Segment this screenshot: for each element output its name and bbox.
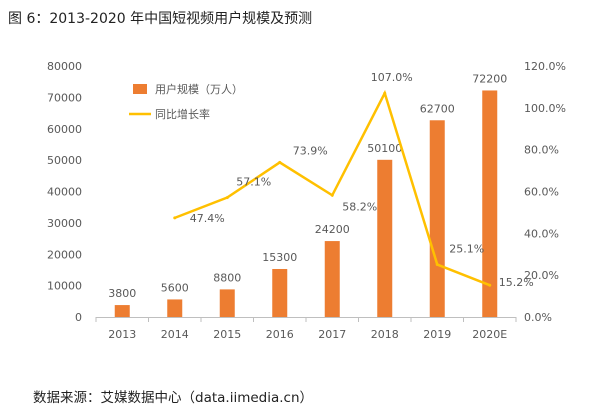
bar-value-label: 8800 <box>213 271 241 284</box>
line-value-label: 15.2% <box>499 276 534 289</box>
bar <box>324 241 340 317</box>
bar <box>167 299 183 317</box>
line-point <box>278 160 282 164</box>
line-value-label: 57.1% <box>236 176 271 189</box>
x-tick-label: 2014 <box>161 328 189 341</box>
line-point <box>488 283 492 287</box>
line-point <box>435 262 439 266</box>
x-tick-label: 2020E <box>472 328 507 341</box>
line-value-label: 25.1% <box>449 242 484 255</box>
svg-text:手动动手游: 手动动手游 <box>485 380 590 404</box>
y-right-tick-label: 40.0% <box>524 227 559 240</box>
x-tick-label: 2018 <box>371 328 399 341</box>
line-value-label: 73.9% <box>293 144 328 157</box>
legend-line-label: 同比增长率 <box>155 107 210 121</box>
bar-value-label: 50100 <box>367 142 402 155</box>
x-tick-label: 2019 <box>423 328 451 341</box>
bar-value-label: 5600 <box>161 281 189 294</box>
y-left-tick-label: 60000 <box>47 123 82 136</box>
line-point <box>225 196 229 200</box>
y-left-tick-label: 70000 <box>47 91 82 104</box>
x-tick-label: 2015 <box>213 328 241 341</box>
line-value-label: 107.0% <box>371 71 413 84</box>
y-left-tick-label: 30000 <box>47 217 82 230</box>
bar <box>272 268 288 317</box>
y-right-tick-label: 120.0% <box>524 60 566 73</box>
x-tick-label: 2013 <box>108 328 136 341</box>
line-point <box>330 193 334 197</box>
y-right-tick-label: 0.0% <box>524 311 552 324</box>
y-right-tick-label: 100.0% <box>524 102 566 115</box>
line-value-label: 58.2% <box>342 200 377 213</box>
legend-bar-label: 用户规模（万人） <box>155 82 243 96</box>
bar <box>114 305 130 317</box>
y-right-tick-label: 20.0% <box>524 269 559 282</box>
chart: 2013 2014 2015 2016 2017 2018 2019 2020E 0 10000 2… <box>47 60 566 341</box>
bar <box>219 289 235 317</box>
y-left-tick-label: 40000 <box>47 186 82 199</box>
line-point <box>173 216 177 220</box>
y-left-tick-label: 0 <box>75 311 82 324</box>
line-value-label: 47.4% <box>190 212 225 225</box>
bar <box>377 159 393 317</box>
legend-bar-swatch <box>133 84 147 94</box>
bar <box>429 120 445 317</box>
line-point <box>383 91 387 95</box>
bar <box>482 90 498 317</box>
x-tick-label: 2016 <box>266 328 294 341</box>
y-left-tick-label: 10000 <box>47 280 82 293</box>
bar-value-label: 62700 <box>420 102 455 115</box>
bar-series: 3800 5600 8800 15300 24200 50100 62700 72200 <box>108 72 507 317</box>
legend: 用户规模（万人） 同比增长率 <box>129 82 243 121</box>
chart-title: 图 6：2013-2020 年中国短视频用户规模及预测 <box>8 11 313 27</box>
line-series: 47.4% 57.1% 73.9% 58.2% 107.0% 25.1% 15.2% <box>173 71 534 289</box>
source-note: 数据来源：艾媒数据中心（data.iimedia.cn） <box>33 390 314 406</box>
bar-value-label: 15300 <box>262 251 297 264</box>
y-left-tick-label: 80000 <box>47 60 82 73</box>
bar-value-label: 24200 <box>315 223 350 236</box>
axes: 2013 2014 2015 2016 2017 2018 2019 2020E 0 10000 2… <box>47 60 566 341</box>
y-left-tick-label: 20000 <box>47 248 82 261</box>
x-tick-label: 2017 <box>318 328 346 341</box>
bar-value-label: 72200 <box>472 72 507 85</box>
y-right-tick-label: 80.0% <box>524 144 559 157</box>
bar-value-label: 3800 <box>108 287 136 300</box>
y-right-tick-label: 60.0% <box>524 186 559 199</box>
y-left-tick-label: 50000 <box>47 154 82 167</box>
